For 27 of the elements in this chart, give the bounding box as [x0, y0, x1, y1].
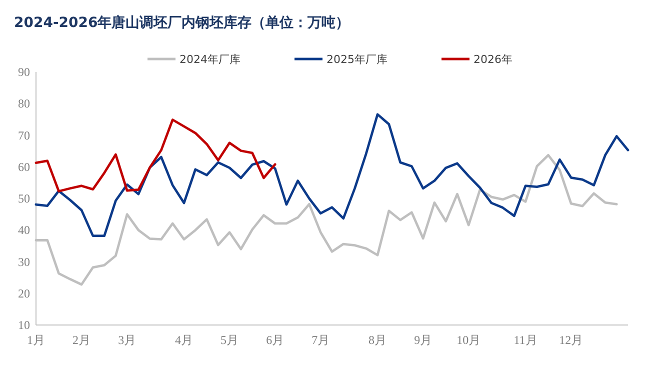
- y-tick-label: 50: [18, 192, 30, 206]
- chart-title: 2024-2026年唐山调坯厂内钢坯库存（单位：万吨）: [14, 14, 350, 31]
- legend-label: 2026年: [474, 53, 512, 66]
- y-tick-label: 30: [18, 254, 30, 269]
- x-tick-label: 7月: [312, 333, 330, 347]
- y-tick-label: 70: [18, 128, 30, 142]
- x-tick-label: 9月: [414, 333, 432, 347]
- legend-label: 2025年厂库: [326, 53, 388, 66]
- x-tick-label: 8月: [368, 333, 387, 347]
- x-tick-label: 1月: [27, 333, 45, 347]
- y-tick-label: 10: [18, 318, 30, 332]
- y-tick-label: 60: [18, 160, 30, 174]
- x-tick-label: 6月: [266, 333, 284, 347]
- x-tick-label: 5月: [220, 333, 239, 347]
- x-tick-label: 10月: [456, 333, 481, 347]
- line-series: [34, 113, 630, 238]
- legend-label: 2024年厂库: [180, 53, 240, 66]
- y-tick-label: 80: [18, 96, 30, 111]
- x-tick-label: 3月: [118, 333, 136, 347]
- line-series: [34, 118, 276, 192]
- y-tick-label: 40: [18, 223, 30, 238]
- x-tick-label: 11月: [514, 333, 538, 347]
- x-tick-label: 4月: [175, 333, 193, 347]
- x-tick-label: 12月: [559, 333, 584, 347]
- y-tick-label: 20: [18, 286, 30, 300]
- y-tick-label: 90: [18, 65, 30, 79]
- x-tick-label: 2月: [72, 333, 91, 347]
